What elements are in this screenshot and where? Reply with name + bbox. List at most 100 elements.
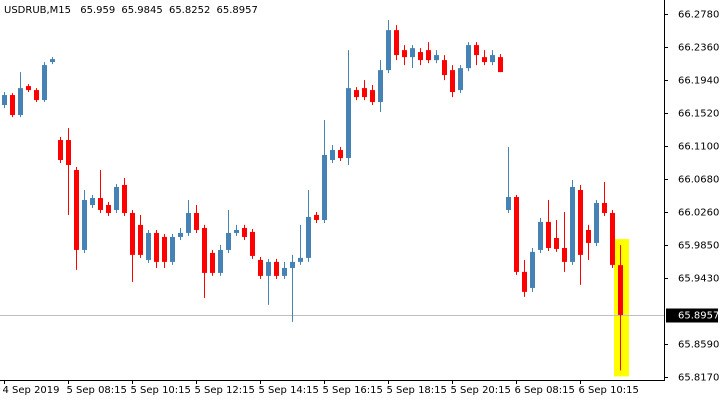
- candle-body: [586, 229, 591, 243]
- candle-body: [26, 86, 31, 91]
- candle-body: [498, 57, 503, 73]
- candle-body: [106, 205, 111, 213]
- y-tick-label: 66.0260: [678, 208, 719, 219]
- candle-body: [554, 237, 559, 249]
- candle-body: [298, 257, 303, 262]
- candle-body: [146, 232, 151, 260]
- candle-body: [482, 57, 487, 63]
- candle-body: [258, 259, 263, 276]
- candle-body: [330, 150, 335, 161]
- y-tick-label: 65.8590: [678, 340, 719, 351]
- y-tick-label: 66.2360: [678, 43, 719, 54]
- candle-body: [50, 59, 55, 63]
- candle-body: [602, 202, 607, 213]
- x-tick-label: 6 Sep 10:15: [579, 385, 639, 396]
- candle-body: [42, 65, 47, 101]
- candle-body: [138, 224, 143, 255]
- price-label-box: [666, 308, 718, 323]
- low-value: 65.8252: [169, 5, 210, 16]
- candle-body: [306, 216, 311, 258]
- x-tick-label: 5 Sep 14:15: [259, 385, 319, 396]
- candle-body: [570, 187, 575, 262]
- x-tick-label: 5 Sep 08:15: [67, 385, 127, 396]
- candle-body: [506, 197, 511, 210]
- candle-body: [234, 229, 239, 233]
- candle-body: [378, 70, 383, 103]
- candle-body: [346, 88, 351, 159]
- x-tick-label: 5 Sep 18:15: [387, 385, 447, 396]
- candle-body: [242, 228, 247, 237]
- x-tick-label: 6 Sep 08:15: [515, 385, 575, 396]
- x-tick-label: 5 Sep 20:15: [451, 385, 511, 396]
- symbol: USDRUB,M15: [4, 5, 71, 16]
- candle-body: [74, 170, 79, 250]
- x-tick-label: 5 Sep 10:15: [131, 385, 191, 396]
- x-tick-label: 4 Sep 2019: [3, 385, 60, 396]
- candle-body: [114, 187, 119, 210]
- candle-body: [394, 30, 399, 56]
- candle-body: [18, 88, 23, 116]
- candle-body: [122, 184, 127, 213]
- candle-body: [362, 88, 367, 98]
- candle-body: [226, 232, 231, 250]
- candle-body: [562, 247, 567, 262]
- candle-body: [522, 271, 527, 292]
- close-value: 65.8957: [217, 5, 258, 16]
- candle-body: [354, 90, 359, 98]
- x-tick-label: 5 Sep 16:15: [323, 385, 383, 396]
- candle-body: [546, 221, 551, 248]
- candle-body: [594, 202, 599, 243]
- candle-body: [370, 90, 375, 103]
- candle-body: [186, 212, 191, 233]
- candle-body: [58, 140, 63, 161]
- candle-body: [282, 267, 287, 276]
- y-tick-label: 66.0680: [678, 175, 719, 186]
- candle-body: [322, 154, 327, 220]
- candle-body: [458, 68, 463, 91]
- candle-body: [290, 261, 295, 268]
- plot: [0, 20, 664, 377]
- candle-body: [490, 55, 495, 63]
- candle-body: [434, 55, 439, 61]
- candle-body: [130, 212, 135, 255]
- y-tick-label: 65.9430: [678, 274, 719, 285]
- high-value: 65.9845: [121, 5, 162, 16]
- y-tick-label: 65.9850: [678, 241, 719, 252]
- candle-body: [98, 198, 103, 210]
- candle-body: [474, 45, 479, 56]
- chart-header: USDRUB,M15 65.959 65.9845 65.8252 65.895…: [4, 5, 258, 16]
- candle-body: [202, 228, 207, 273]
- candle-body: [2, 95, 7, 106]
- candle-body: [450, 70, 455, 93]
- candle-body: [618, 265, 623, 315]
- candle-body: [82, 199, 87, 250]
- price-label: 65.8957: [678, 311, 719, 322]
- candle-body: [402, 50, 407, 58]
- y-tick-label: 66.1100: [678, 142, 719, 153]
- candle-body: [466, 45, 471, 69]
- candle-body: [170, 236, 175, 262]
- candle-body: [442, 60, 447, 76]
- candle-body: [426, 50, 431, 61]
- candle-body: [338, 150, 343, 159]
- candle-body: [410, 48, 415, 58]
- y-tick-label: 66.1940: [678, 76, 719, 87]
- candle-body: [154, 232, 159, 262]
- candle-body: [178, 232, 183, 237]
- candle-body: [538, 221, 543, 250]
- candle-body: [266, 261, 271, 276]
- candle-body: [274, 261, 279, 276]
- candle-body: [162, 236, 167, 262]
- candle-body: [530, 251, 535, 288]
- candle-body: [218, 249, 223, 273]
- candle-body: [194, 212, 199, 230]
- candle-body: [578, 190, 583, 255]
- candle-body: [250, 231, 255, 256]
- y-tick-label: 65.8170: [678, 373, 719, 384]
- x-tick-label: 5 Sep 12:15: [195, 385, 255, 396]
- candle-body: [34, 90, 39, 101]
- candle-body: [514, 197, 519, 272]
- open-value: 65.959: [80, 5, 115, 16]
